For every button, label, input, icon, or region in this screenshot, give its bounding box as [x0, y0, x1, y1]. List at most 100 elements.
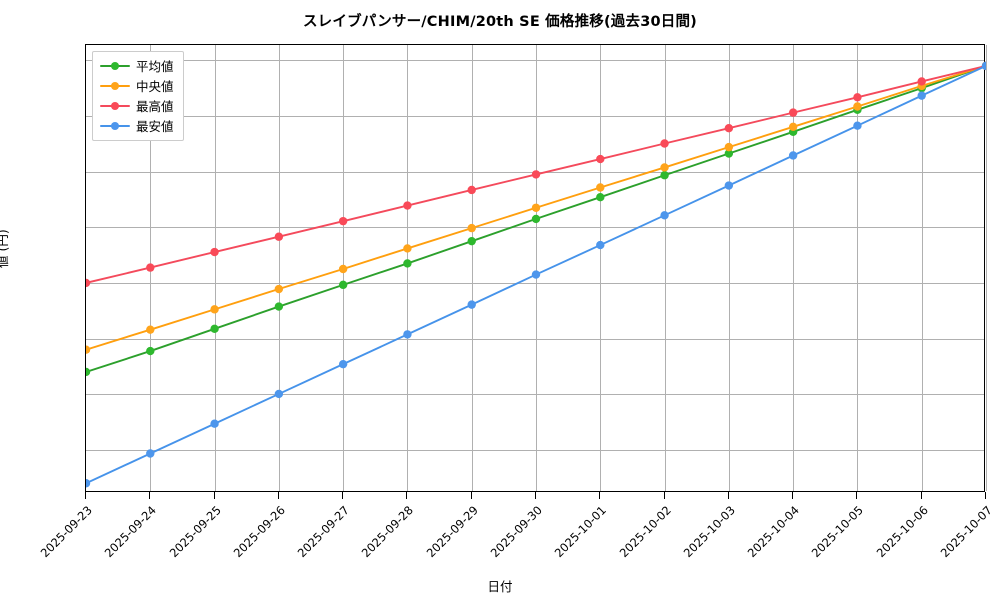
- data-point-marker: [596, 183, 605, 192]
- x-tick-mark: [599, 492, 601, 499]
- data-point-marker: [724, 142, 734, 152]
- data-point-marker: [531, 170, 541, 179]
- gridline-vertical: [407, 45, 409, 491]
- data-point-marker: [338, 359, 348, 369]
- data-point-marker: [660, 171, 669, 180]
- data-point-marker: [338, 280, 348, 290]
- legend-swatch-icon: [100, 120, 130, 132]
- data-point-marker: [724, 149, 734, 158]
- data-point-marker: [660, 211, 669, 220]
- x-tick-mark: [985, 492, 986, 499]
- data-point-marker: [86, 345, 91, 354]
- data-point-marker: [403, 330, 412, 339]
- gridline-horizontal: [86, 60, 984, 62]
- data-point-marker: [210, 305, 219, 314]
- x-tick-label: 2025-10-02: [616, 503, 674, 561]
- data-point-marker: [210, 324, 219, 334]
- legend-item[interactable]: 最高値: [100, 97, 174, 114]
- x-tick-mark: [406, 492, 408, 499]
- data-point-marker: [210, 247, 219, 257]
- data-point-marker: [853, 93, 862, 102]
- data-point-marker: [467, 223, 476, 233]
- legend-item[interactable]: 平均値: [100, 57, 174, 74]
- legend-item[interactable]: 最安値: [100, 117, 174, 134]
- data-point-marker: [531, 203, 541, 212]
- x-axis-label: 日付: [487, 579, 513, 594]
- gridline-vertical: [857, 45, 859, 491]
- x-tick-mark: [663, 492, 665, 499]
- plot-area: [85, 44, 987, 492]
- legend-swatch-icon: [100, 80, 130, 92]
- gridline-horizontal: [86, 338, 984, 340]
- x-tick-mark: [277, 492, 279, 499]
- x-tick-mark: [792, 492, 794, 499]
- data-point-marker: [724, 181, 734, 190]
- series-layer: [86, 45, 986, 491]
- x-tick-label: 2025-09-24: [102, 503, 160, 561]
- data-point-marker: [917, 77, 926, 86]
- data-point-marker: [853, 102, 862, 111]
- legend-item[interactable]: 中央値: [100, 77, 174, 94]
- data-point-marker: [274, 302, 284, 311]
- legend-swatch-icon: [100, 100, 130, 112]
- x-tick-mark: [342, 492, 344, 499]
- gridline-horizontal: [86, 227, 984, 229]
- legend-label: 平均値: [136, 59, 174, 74]
- gridline-vertical: [728, 45, 730, 491]
- chart-title: スレイブパンサー/CHIM/20th SE 価格推移(過去30日間): [302, 14, 698, 30]
- gridline-horizontal: [86, 394, 984, 396]
- x-tick-label: 2025-10-06: [873, 503, 931, 561]
- data-point-marker: [467, 300, 476, 309]
- data-point-marker: [86, 479, 91, 488]
- gridline-vertical: [471, 45, 473, 491]
- x-tick-label: 2025-10-01: [552, 503, 610, 561]
- x-tick-label: 2025-10-07: [937, 503, 995, 561]
- legend-label: 最高値: [136, 99, 174, 114]
- grid-layer: [86, 45, 987, 491]
- data-point-marker: [788, 108, 798, 117]
- chart-legend[interactable]: 平均値中央値最高値最安値: [92, 51, 184, 141]
- gridline-horizontal: [86, 282, 984, 284]
- data-point-marker: [596, 193, 605, 202]
- gridline-horizontal: [86, 115, 984, 117]
- data-point-marker: [596, 240, 605, 250]
- x-tick-mark: [535, 492, 536, 499]
- data-point-marker: [467, 185, 476, 195]
- data-point-marker: [86, 367, 91, 377]
- x-tick-label: 2025-09-29: [423, 503, 481, 561]
- series-svg: [86, 61, 986, 488]
- data-point-marker: [146, 346, 155, 356]
- x-tick-label: 2025-10-04: [744, 503, 803, 561]
- x-tick-mark: [85, 492, 86, 499]
- x-tick-label: 2025-09-25: [166, 503, 224, 561]
- gridline-vertical: [986, 45, 987, 491]
- data-point-marker: [660, 163, 669, 172]
- x-tick-label: 2025-09-26: [230, 503, 288, 561]
- data-point-marker: [788, 122, 798, 132]
- x-tick-mark: [149, 492, 151, 499]
- data-point-marker: [660, 139, 669, 148]
- x-tick-mark: [470, 492, 472, 499]
- gridline-vertical: [793, 45, 795, 491]
- data-point-marker: [531, 214, 541, 224]
- legend-label: 最安値: [136, 119, 174, 134]
- x-tick-label: 2025-09-30: [487, 503, 545, 561]
- x-tick-mark: [856, 492, 858, 499]
- data-point-marker: [146, 325, 155, 334]
- data-point-marker: [86, 278, 91, 288]
- x-tick-label: 2025-10-03: [680, 503, 738, 561]
- data-point-marker: [467, 236, 476, 246]
- gridline-vertical: [214, 45, 216, 491]
- data-point-marker: [596, 154, 605, 164]
- data-point-marker: [403, 259, 412, 268]
- data-point-marker: [274, 232, 284, 241]
- data-point-marker: [403, 244, 412, 253]
- gridline-vertical: [278, 45, 280, 491]
- data-point-marker: [853, 121, 862, 130]
- data-point-marker: [210, 419, 219, 428]
- data-point-marker: [531, 270, 541, 279]
- data-point-marker: [274, 284, 284, 294]
- gridline-vertical: [536, 45, 537, 491]
- x-tick-label: 2025-10-05: [809, 503, 867, 561]
